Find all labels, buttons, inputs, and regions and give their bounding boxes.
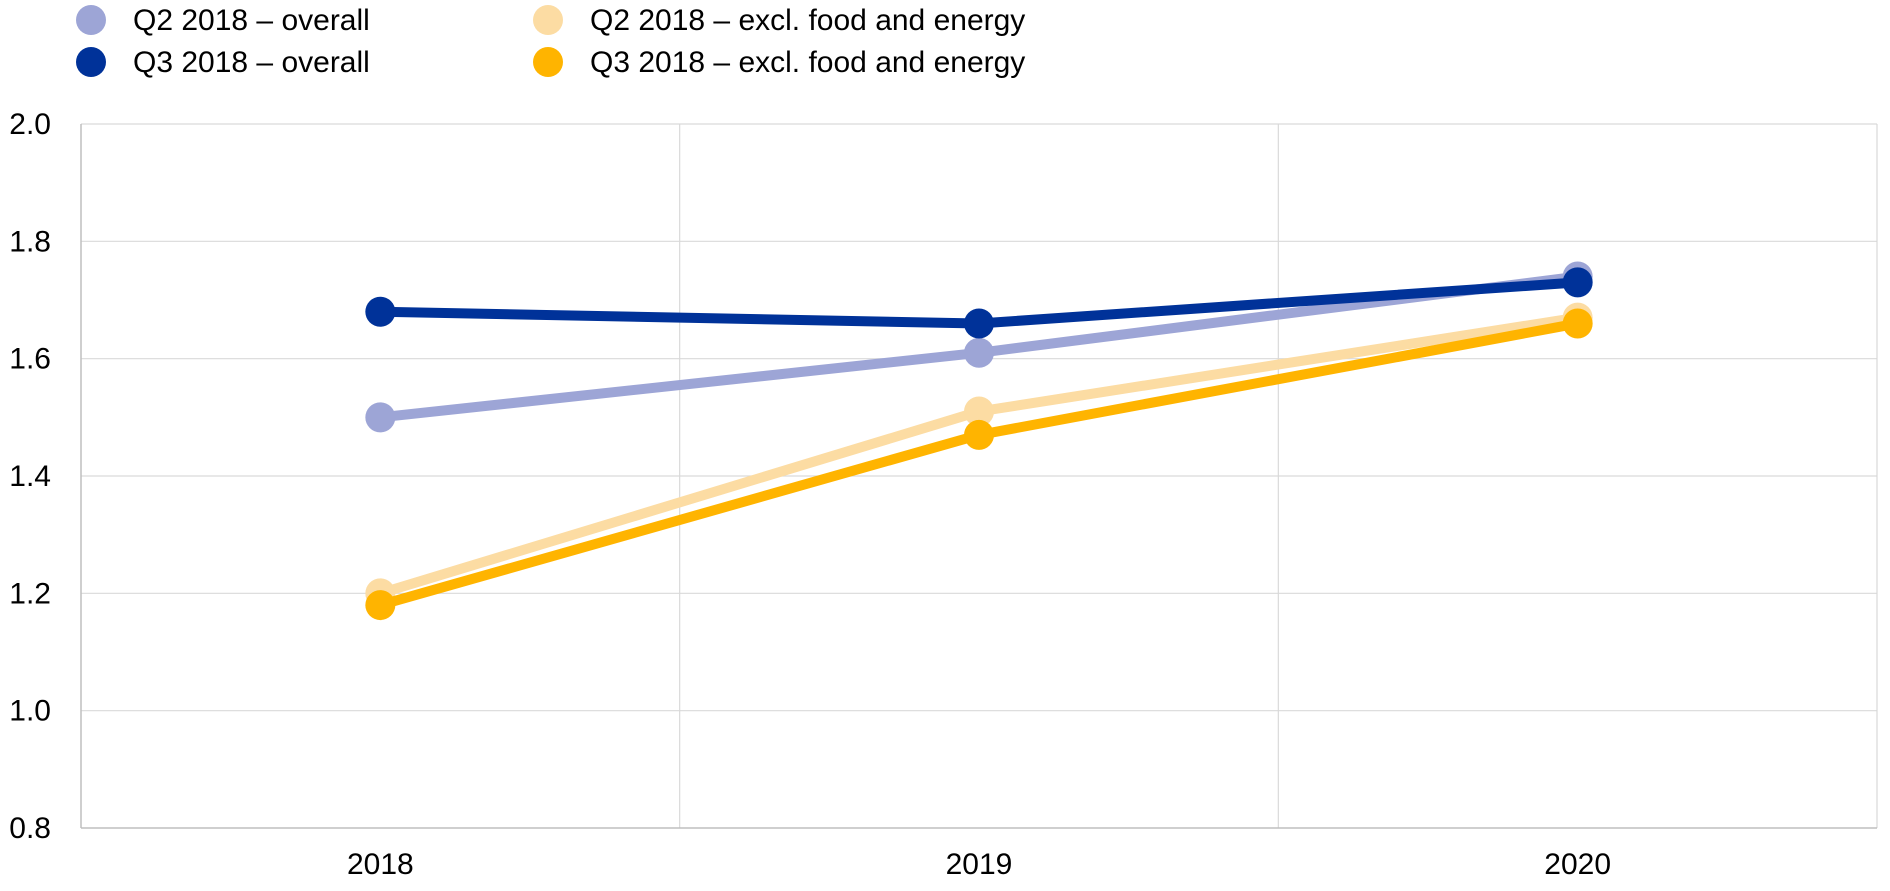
y-tick-label: 1.8 <box>9 225 51 258</box>
series-lines <box>365 261 1593 621</box>
y-tick-label: 2.0 <box>9 108 51 141</box>
legend-marker <box>76 47 106 77</box>
legend-marker <box>76 5 106 35</box>
y-tick-label: 0.8 <box>9 812 51 845</box>
legend-marker <box>533 5 563 35</box>
x-tick-label: 2018 <box>347 848 414 881</box>
legend: Q2 2018 – overall Q3 2018 – overall Q2 201… <box>76 4 1025 79</box>
legend-item: Q3 2018 – overall <box>76 46 370 79</box>
data-point <box>1562 308 1593 339</box>
legend-label: Q2 2018 – overall <box>133 4 370 37</box>
x-tick-label: 2019 <box>946 848 1013 881</box>
data-point <box>365 402 396 433</box>
data-point <box>964 396 994 427</box>
data-point <box>964 308 994 339</box>
legend-label: Q3 2018 – overall <box>133 46 370 79</box>
axes: 0.8 1.0 1.2 1.4 1.6 1.8 2.0 2018 2019 2020 <box>9 108 1877 881</box>
y-tick-label: 1.2 <box>9 577 51 610</box>
legend-label: Q2 2018 – excl. food and energy <box>590 4 1025 37</box>
data-point <box>365 590 396 621</box>
y-tick-label: 1.6 <box>9 343 51 376</box>
series-3 <box>365 308 1593 621</box>
y-tick-label: 1.0 <box>9 695 51 728</box>
legend-label: Q3 2018 – excl. food and energy <box>590 46 1025 79</box>
data-point <box>365 296 396 327</box>
legend-item: Q2 2018 – overall <box>76 4 370 37</box>
data-point <box>964 337 994 368</box>
legend-marker <box>533 47 563 77</box>
grid <box>81 123 1878 828</box>
legend-item: Q2 2018 – excl. food and energy <box>533 4 1025 37</box>
legend-item: Q3 2018 – excl. food and energy <box>533 46 1025 79</box>
data-point <box>964 419 994 450</box>
data-point <box>1562 267 1593 298</box>
series-1 <box>365 267 1593 339</box>
x-tick-label: 2020 <box>1544 848 1611 881</box>
y-tick-label: 1.4 <box>9 460 51 493</box>
